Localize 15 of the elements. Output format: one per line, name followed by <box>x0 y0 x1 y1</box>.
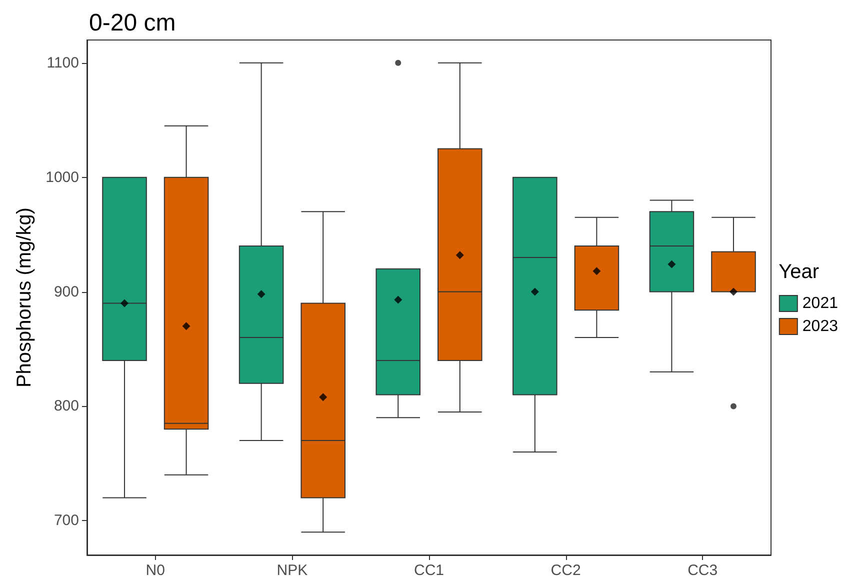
legend-label: 2023 <box>802 318 838 335</box>
y-axis-title: Phosphorus (mg/kg) <box>14 207 36 388</box>
y-tick-label: 700 <box>54 512 79 530</box>
legend-title: Year <box>778 261 820 283</box>
legend-label: 2021 <box>802 295 838 312</box>
y-tick-label: 1100 <box>46 54 79 72</box>
y-tick-label: 1000 <box>46 168 79 186</box>
x-tick-label: CC1 <box>414 562 444 579</box>
x-tick-label: NPK <box>276 562 308 579</box>
x-tick-label: N0 <box>146 562 165 579</box>
x-tick-label: CC2 <box>550 562 581 579</box>
y-tick-label: 800 <box>54 398 79 415</box>
x-tick-label: CC3 <box>688 562 718 579</box>
y-tick-label: 900 <box>54 283 79 300</box>
chart-title: 0-20 cm <box>89 10 176 36</box>
